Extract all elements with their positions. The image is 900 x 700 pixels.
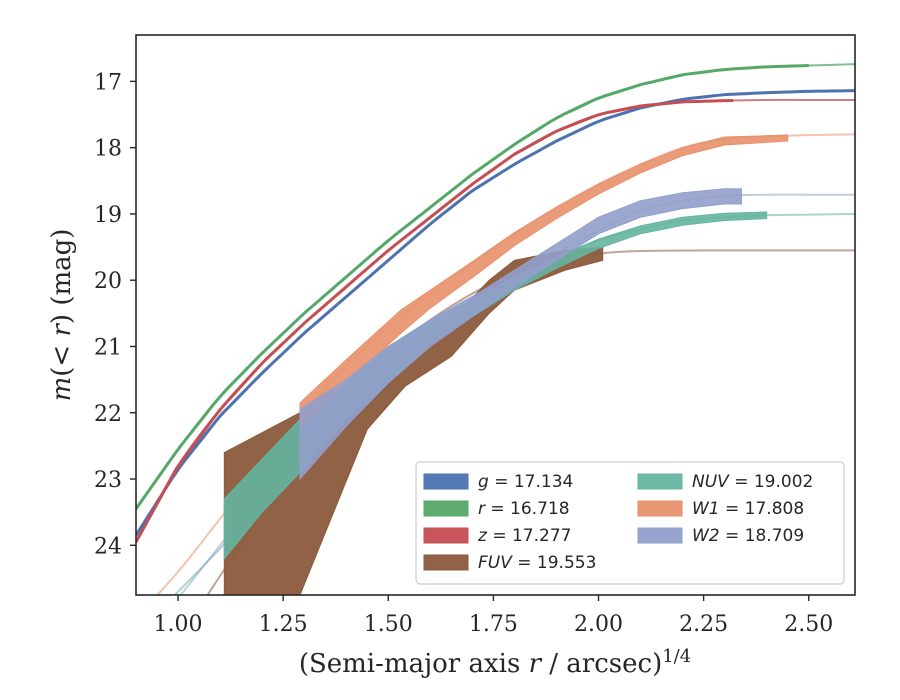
y-tick-label: 21 (94, 335, 122, 360)
x-axis-label-exp: 1/4 (662, 646, 691, 667)
legend-var-w1: W1 (692, 499, 720, 519)
x-axis-label: (Semi-major axis r / arcsec)1/4 (299, 646, 691, 679)
series-g-data-line (136, 89, 855, 537)
legend-frame (415, 461, 845, 585)
legend-var-w2: W2 (692, 526, 720, 546)
legend-swatch-r (423, 500, 469, 517)
series-r-data-line (136, 63, 809, 510)
legend-value-nuv: = 19.002 (729, 472, 814, 492)
x-axis-label-pre: (Semi-major axis (299, 649, 529, 679)
y-tick-label: 17 (94, 70, 122, 95)
legend-label-nuv: NUV = 19.002 (692, 472, 813, 492)
x-axis-label-var: r (529, 649, 543, 679)
y-axis-label-close: ) (mag) (47, 229, 77, 325)
axes-ticks: 1.00 1.25 1.50 1.75 2.00 2.25 2.50 17 18 19 20 21 22… (94, 70, 833, 637)
legend-var-g: g (478, 472, 489, 492)
legend-label-g: g = 17.134 (478, 472, 573, 492)
legend-label-w2: W2 = 18.709 (692, 526, 804, 546)
legend-value-fuv: = 19.553 (512, 553, 597, 573)
y-axis-label: m(< r) (mag) (47, 229, 77, 402)
y-tick-label: 18 (94, 137, 122, 162)
legend-var-r: r (478, 499, 486, 519)
legend-var-z: z (477, 526, 488, 546)
legend-var-nuv: NUV (692, 472, 730, 492)
plot-area (136, 63, 855, 595)
legend-swatch-nuv (637, 473, 683, 490)
y-axis-label-m: m (47, 377, 77, 402)
y-tick-label: 20 (94, 269, 122, 294)
legend-swatch-w2 (637, 527, 683, 544)
legend-swatch-fuv (423, 554, 469, 571)
x-axis-label-post: / arcsec) (541, 649, 662, 679)
y-tick-label: 24 (94, 534, 122, 559)
legend-value-r: = 16.718 (485, 499, 570, 519)
y-tick-label: 23 (94, 468, 122, 493)
legend-label-z: z = 17.277 (477, 526, 571, 546)
x-tick-label: 2.00 (574, 612, 623, 637)
plot-frame (135, 34, 856, 596)
x-tick-label: 1.00 (154, 612, 203, 637)
legend-swatch-z (423, 527, 469, 544)
series-w2-data-band (299, 188, 742, 481)
legend-value-g: = 17.134 (489, 472, 574, 492)
x-tick-label: 2.25 (679, 612, 728, 637)
series-z-data-line (136, 98, 734, 543)
y-tick-label: 19 (94, 203, 122, 228)
x-tick-label: 1.75 (469, 612, 518, 637)
legend-value-w1: = 17.808 (720, 499, 805, 519)
x-tick-label: 2.50 (784, 612, 833, 637)
legend-var-fuv: FUV (478, 553, 513, 573)
series-w1-data-band (299, 134, 789, 431)
y-axis-label-lt: < r (47, 323, 77, 367)
legend-value-w2: = 18.709 (720, 526, 805, 546)
legend-label-r: r = 16.718 (478, 499, 570, 519)
legend-label-w1: W1 = 17.808 (692, 499, 804, 519)
legend-swatch-w1 (637, 500, 683, 517)
x-tick-label: 1.50 (364, 612, 413, 637)
y-tick-label: 22 (94, 402, 122, 427)
y-axis-label-open: ( (47, 367, 77, 377)
legend-value-z: = 17.277 (487, 526, 572, 546)
x-tick-label: 1.25 (259, 612, 308, 637)
legend-label-fuv: FUV = 19.553 (478, 553, 596, 573)
legend-swatch-g (423, 473, 469, 490)
